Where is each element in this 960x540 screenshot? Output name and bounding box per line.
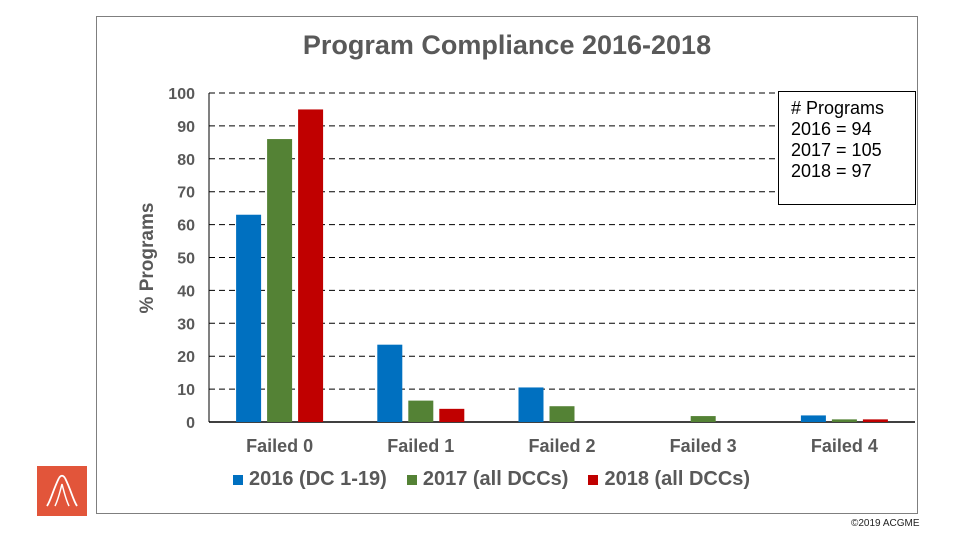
annotation-2018: 2018 = 97 — [791, 161, 872, 181]
program-count-annotation: # Programs 2016 = 94 2017 = 105 2018 = 9… — [778, 91, 916, 205]
y-tick-label: 50 — [177, 251, 195, 268]
acgme-logo-icon — [37, 466, 87, 516]
annotation-2017: 2017 = 105 — [791, 140, 882, 160]
bar-failed-0-series-0 — [236, 214, 262, 422]
x-tick-label: Failed 3 — [670, 436, 737, 456]
bar-failed-2-series-1 — [549, 406, 575, 422]
y-tick-label: 20 — [177, 349, 195, 366]
y-tick-label: 60 — [177, 218, 195, 235]
bar-failed-2-series-0 — [518, 387, 544, 422]
x-tick-label: Failed 0 — [246, 436, 313, 456]
y-axis-label: % Programs — [137, 202, 158, 314]
legend-item-2017: 2017 (all DCCs) — [406, 468, 569, 491]
y-tick-label: 80 — [177, 152, 195, 169]
bar-failed-4-series-2 — [862, 419, 888, 422]
bar-failed-4-series-0 — [800, 415, 826, 422]
x-tick-label: Failed 4 — [811, 436, 878, 456]
bar-failed-1-series-0 — [377, 344, 403, 422]
legend-swatch-2017 — [406, 474, 417, 485]
y-tick-label: 90 — [177, 119, 195, 136]
bar-failed-0-series-2 — [298, 109, 324, 422]
y-tick-label: 30 — [177, 316, 195, 333]
bar-failed-1-series-1 — [408, 400, 434, 422]
x-tick-label: Failed 2 — [528, 436, 595, 456]
legend-item-2018: 2018 (all DCCs) — [588, 468, 750, 491]
bar-failed-3-series-1 — [690, 416, 716, 422]
legend: 2016 (DC 1-19) 2017 (all DCCs) 2018 (all… — [233, 468, 750, 491]
y-tick-label: 70 — [177, 185, 195, 202]
bar-failed-1-series-2 — [439, 408, 465, 422]
y-tick-label: 10 — [177, 382, 195, 399]
y-tick-label: 40 — [177, 283, 195, 300]
legend-label-2016: 2016 (DC 1-19) — [249, 468, 387, 490]
annotation-heading: # Programs — [791, 98, 885, 118]
legend-swatch-2016 — [233, 474, 243, 485]
y-tick-label: 100 — [168, 86, 195, 103]
legend-item-2016: 2016 (DC 1-19) — [233, 468, 387, 491]
bar-failed-0-series-1 — [267, 139, 293, 422]
annotation-2016: 2016 = 94 — [791, 119, 872, 139]
x-tick-label: Failed 1 — [387, 436, 454, 456]
bar-failed-4-series-1 — [831, 419, 857, 422]
legend-label-2017: 2017 (all DCCs) — [422, 468, 569, 490]
copyright-text: ©2019 ACGME — [851, 518, 920, 529]
chart-title: Program Compliance 2016-2018 — [302, 30, 712, 60]
acgme-logo-graphic — [46, 474, 78, 507]
legend-swatch-2018 — [588, 474, 599, 485]
legend-label-2018: 2018 (all DCCs) — [604, 468, 751, 490]
y-tick-label: 0 — [186, 415, 195, 432]
